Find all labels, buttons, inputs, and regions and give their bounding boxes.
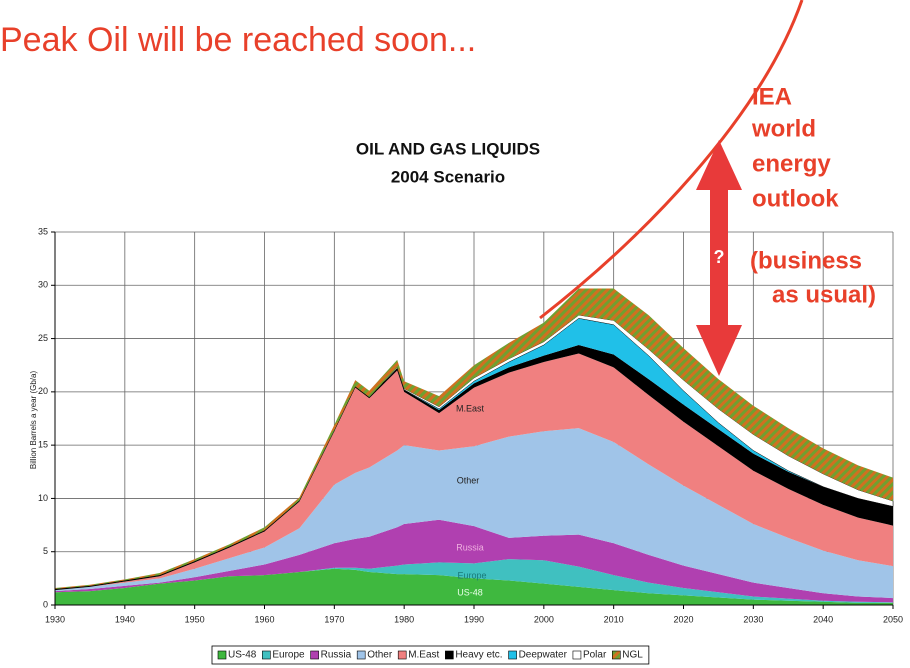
iea-note: energy [752, 150, 831, 177]
legend-label: M.East [408, 650, 439, 661]
iea-note: world [751, 115, 816, 142]
iea-note: IEA [752, 83, 792, 110]
x-tick-label: 1980 [394, 614, 414, 624]
y-tick-label: 15 [38, 440, 48, 450]
legend-label: US-48 [228, 650, 257, 661]
y-tick-label: 10 [38, 493, 48, 503]
x-tick-label: 1950 [185, 614, 205, 624]
x-tick-label: 1990 [464, 614, 484, 624]
area-label: Russia [456, 542, 484, 552]
area [55, 519, 893, 603]
y-tick-label: 0 [43, 599, 48, 609]
y-axis-label: Billion Barrels a year (Gb/a) [29, 371, 38, 470]
legend-swatch [356, 650, 366, 660]
headline: Peak Oil will be reached soon... [0, 21, 476, 59]
x-tick-label: 1930 [45, 614, 65, 624]
legend-label: Other [367, 650, 393, 661]
iea-note: (business [750, 247, 862, 274]
area-label: Europe [457, 570, 486, 580]
iea-note: as usual) [772, 281, 876, 308]
x-tick-label: 2000 [534, 614, 554, 624]
y-tick-label: 20 [38, 386, 48, 396]
legend-label: Deepwater [519, 650, 568, 661]
legend-box [211, 645, 650, 665]
x-tick-label: 2020 [673, 614, 693, 624]
legend-swatch [262, 650, 271, 660]
y-tick-label: 30 [38, 280, 48, 290]
legend-label: Heavy etc. [455, 650, 502, 661]
area [55, 353, 893, 591]
area-label: Other [457, 475, 480, 485]
legend-label: Russia [321, 650, 352, 661]
chart-title: OIL AND GAS LIQUIDS [356, 139, 540, 158]
x-tick-label: 2010 [604, 614, 624, 624]
legend-label: NGL [622, 650, 643, 661]
chart-subtitle: 2004 Scenario [391, 167, 505, 186]
legend-label: Polar [583, 650, 607, 661]
legend-label: Europe [272, 650, 305, 661]
question-mark: ? [714, 247, 725, 267]
area [55, 559, 893, 603]
y-tick-label: 5 [43, 546, 48, 556]
legend-swatch [217, 650, 227, 660]
x-tick-label: 1960 [254, 614, 274, 624]
area [55, 288, 893, 590]
x-tick-label: 2050 [883, 614, 903, 624]
legend-swatch [310, 650, 319, 660]
x-tick-label: 1940 [115, 614, 135, 624]
x-tick-label: 2040 [813, 614, 833, 624]
y-tick-label: 25 [38, 333, 48, 343]
x-tick-label: 1970 [324, 614, 344, 624]
area [55, 344, 893, 591]
area-label: M.East [456, 403, 485, 413]
iea-note: outlook [752, 185, 839, 212]
legend-swatch [572, 650, 582, 660]
gap-arrow [696, 140, 742, 376]
area [55, 428, 893, 599]
x-tick-label: 2030 [743, 614, 763, 624]
iea-curve [539, 0, 804, 320]
legend-swatch [508, 650, 517, 660]
y-tick-label: 35 [38, 226, 48, 236]
legend-swatch [397, 650, 407, 660]
legend-swatch [445, 650, 454, 660]
area-label: US-48 [457, 587, 483, 597]
legend-swatch [611, 650, 621, 660]
area [55, 568, 893, 605]
